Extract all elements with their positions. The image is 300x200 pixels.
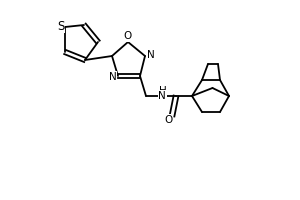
- Text: O: O: [164, 115, 172, 125]
- Text: O: O: [123, 31, 131, 41]
- Text: N: N: [109, 72, 116, 82]
- Text: N: N: [158, 91, 166, 101]
- Text: S: S: [57, 20, 64, 32]
- Text: N: N: [147, 50, 154, 60]
- Text: H: H: [159, 86, 167, 96]
